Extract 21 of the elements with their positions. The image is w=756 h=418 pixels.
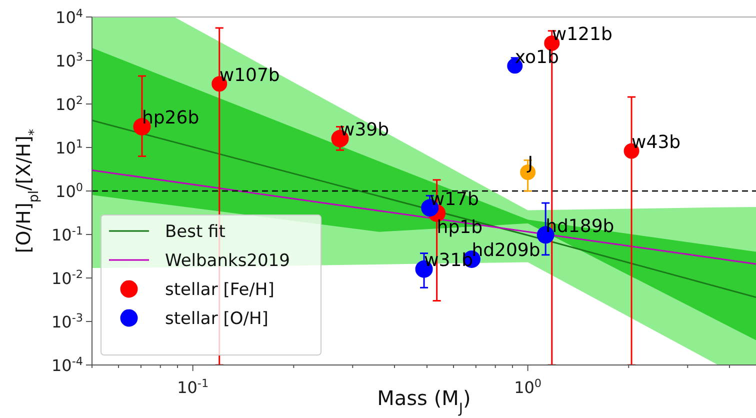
annotation: hp26b [142,108,200,129]
legend-label: Welbanks2019 [165,251,290,271]
legend-label: stellar [Fe/H] [165,280,274,300]
y-tick-label: 10$^{-3}$ [51,311,83,332]
annotation: w107b [219,64,280,86]
y-tick-label: 10$^{-2}$ [51,268,83,288]
annotation: w39b [340,120,390,141]
y-tick-label: 10$^{4}$ [56,6,83,27]
annotation: w121b [552,24,612,46]
annotation: hd209b [472,240,540,262]
y-tick-label: 10$^{-1}$ [51,224,83,244]
annotation: hp1b [436,217,483,238]
y-tick-label: 10$^{0}$ [56,180,83,201]
legend-label: Best fit [165,222,226,242]
y-tick-label: 10$^{1}$ [56,137,83,158]
x-axis-title: Mass (M$_{J}$) [377,386,471,417]
legend-label: stellar [O/H] [165,309,268,329]
y-tick-label: 10$^{2}$ [56,94,83,114]
y-tick-label: 10$^{3}$ [56,50,83,70]
annotation: w43b [632,132,681,154]
y-tick-label: 10$^{-4}$ [51,354,83,375]
